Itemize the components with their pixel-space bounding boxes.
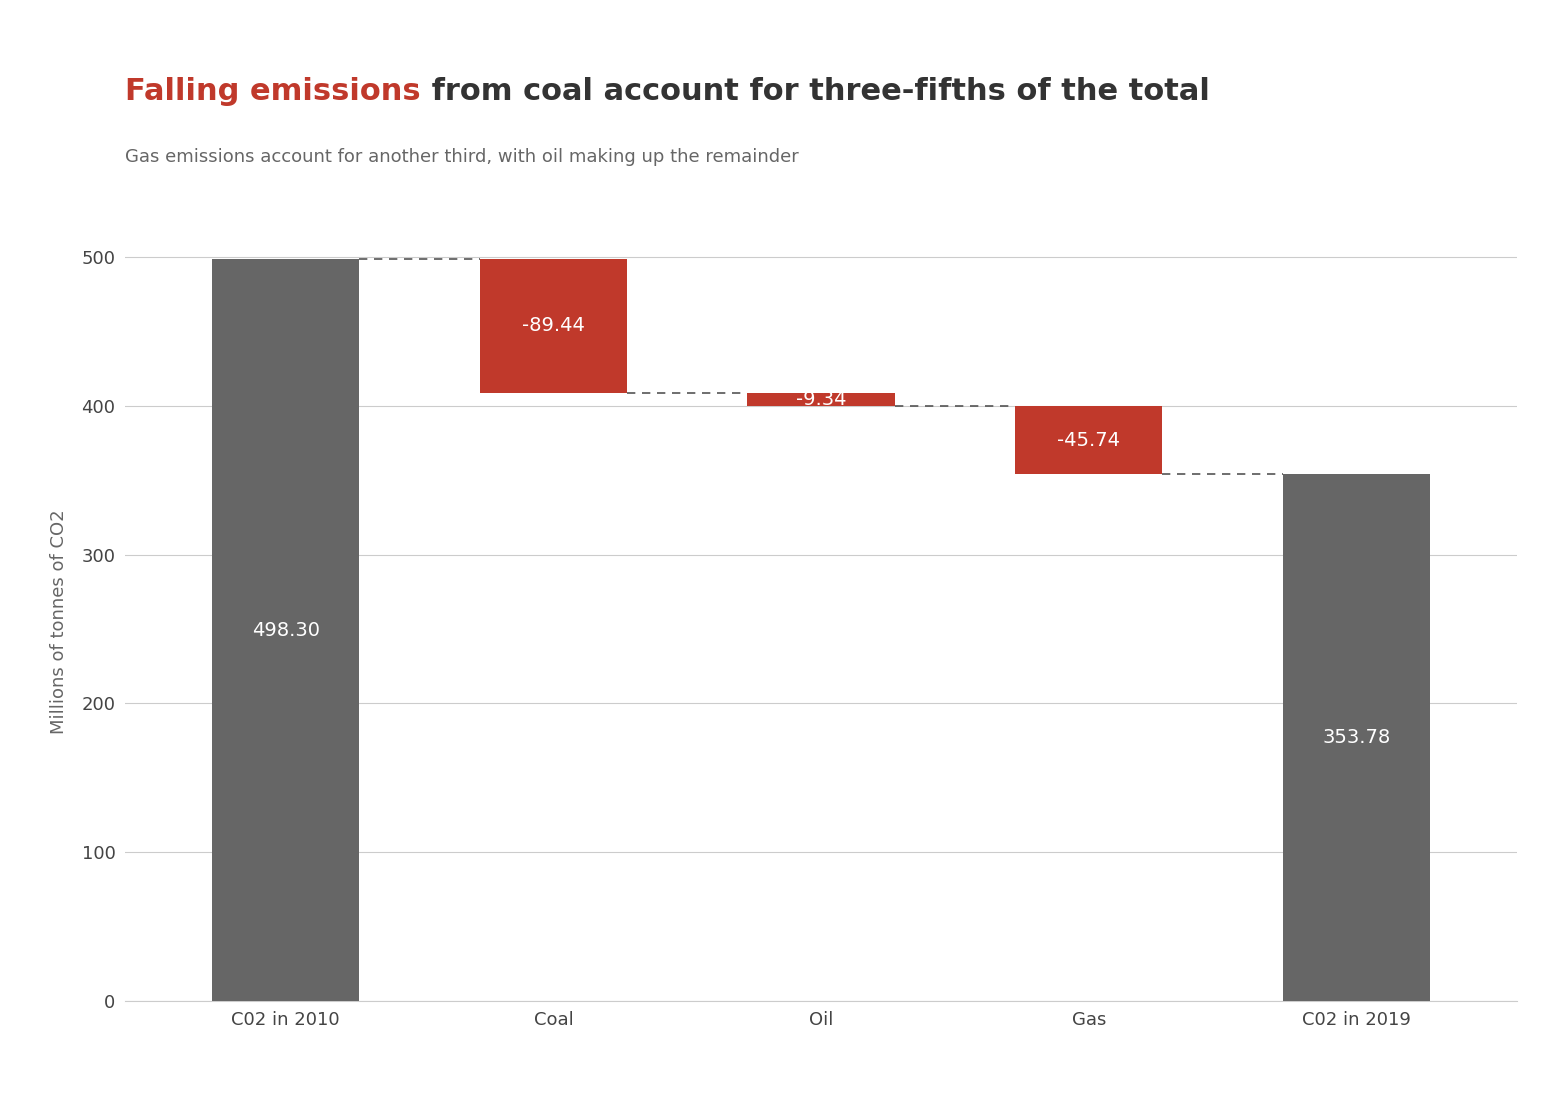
Bar <box>748 393 895 406</box>
Text: 353.78: 353.78 <box>1322 728 1390 747</box>
Text: -89.44: -89.44 <box>522 317 585 336</box>
Text: from coal account for three-fifths of the total: from coal account for three-fifths of th… <box>421 77 1209 106</box>
Bar <box>1282 474 1429 1001</box>
Text: -9.34: -9.34 <box>796 390 846 409</box>
Text: 498.30: 498.30 <box>252 620 319 640</box>
Bar <box>213 260 360 1001</box>
Text: Gas emissions account for another third, with oil making up the remainder: Gas emissions account for another third,… <box>125 148 799 166</box>
Bar <box>480 260 627 393</box>
Text: -45.74: -45.74 <box>1057 431 1120 450</box>
Text: Falling emissions: Falling emissions <box>125 77 421 106</box>
Bar <box>1015 406 1162 474</box>
Y-axis label: Millions of tonnes of CO2: Millions of tonnes of CO2 <box>50 509 67 734</box>
